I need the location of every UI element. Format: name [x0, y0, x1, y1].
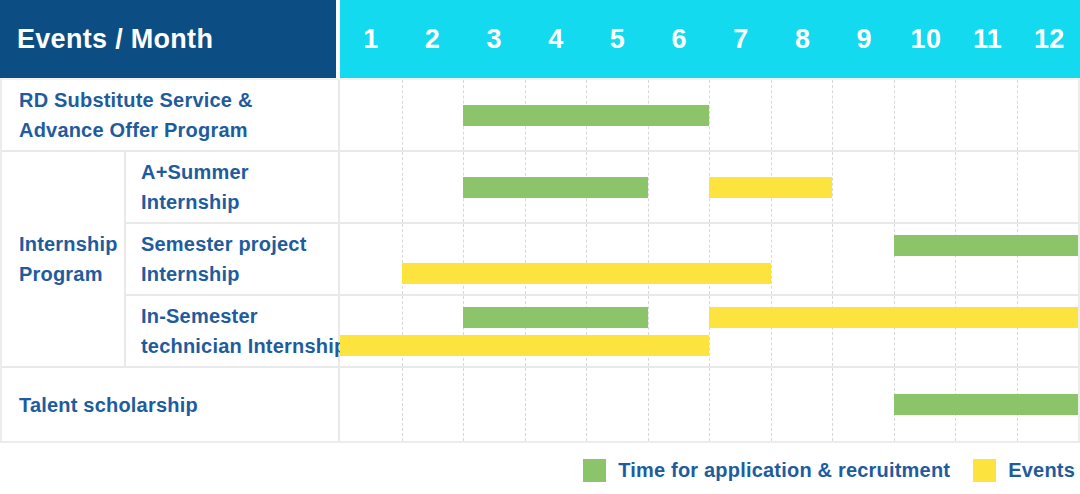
gantt-bar-event	[709, 307, 1078, 328]
month-grid-cell	[340, 224, 1078, 294]
month-grid-line	[709, 80, 710, 150]
label-line: A+Summer	[141, 157, 338, 187]
month-grid-line	[525, 368, 526, 441]
label-line: In-Semester	[141, 301, 338, 331]
month-grid-line	[955, 80, 956, 150]
month-grid-line	[955, 152, 956, 222]
legend: Time for application & recruitment Events	[0, 459, 1080, 482]
month-grid-line	[709, 368, 710, 441]
legend-swatch-recruitment	[583, 459, 606, 482]
gantt-bar-recruitment	[463, 307, 648, 328]
month-grid-cell	[340, 152, 1078, 222]
month-header-7: 7	[710, 0, 772, 78]
month-grid-line	[402, 80, 403, 150]
gantt-bar-recruitment	[894, 235, 1079, 256]
month-header-8: 8	[772, 0, 834, 78]
label-line: Internship	[19, 229, 124, 259]
label-line: Internship	[141, 259, 338, 289]
gantt-row: RD Substitute Service &Advance Offer Pro…	[2, 80, 1078, 150]
subrow-label: Semester projectInternship	[126, 224, 340, 294]
month-grid-line	[402, 152, 403, 222]
row-label: Talent scholarship	[2, 368, 340, 441]
month-header-strip: 123456789101112	[340, 0, 1080, 78]
month-grid-line	[586, 368, 587, 441]
month-grid-line	[402, 368, 403, 441]
month-grid-line	[1017, 152, 1018, 222]
month-header-9: 9	[833, 0, 895, 78]
month-grid-line	[832, 224, 833, 294]
month-header-11: 11	[957, 0, 1019, 78]
group-subrows: A+SummerInternshipSemester projectIntern…	[126, 152, 1078, 366]
month-grid-line	[894, 152, 895, 222]
month-grid-line	[1017, 80, 1018, 150]
month-header-12: 12	[1018, 0, 1080, 78]
gantt-bar-recruitment	[463, 177, 648, 198]
gantt-bar-event	[402, 263, 771, 284]
gantt-bar-event	[340, 335, 709, 356]
gantt-row: Talent scholarship	[2, 366, 1078, 441]
gantt-subrow: Semester projectInternship	[126, 222, 1078, 294]
label-line: RD Substitute Service &	[19, 85, 338, 115]
gantt-bar-event	[709, 177, 832, 198]
label-line: technician Internship	[141, 331, 338, 361]
row-label: RD Substitute Service &Advance Offer Pro…	[2, 80, 340, 150]
month-grid-line	[648, 368, 649, 441]
label-line: Internship	[141, 187, 338, 217]
legend-label: Time for application & recruitment	[618, 459, 950, 482]
label-line: Talent scholarship	[19, 390, 338, 420]
gantt-bar-recruitment	[463, 105, 709, 126]
month-grid-cell	[340, 368, 1078, 441]
subrow-label: A+SummerInternship	[126, 152, 340, 222]
month-grid-line	[648, 152, 649, 222]
label-line: Advance Offer Program	[19, 115, 338, 145]
month-grid-cell	[340, 80, 1078, 150]
gantt-row-group: InternshipProgramA+SummerInternshipSemes…	[2, 150, 1078, 366]
month-grid-line	[894, 80, 895, 150]
month-grid-line	[771, 80, 772, 150]
month-header-5: 5	[587, 0, 649, 78]
month-header-1: 1	[340, 0, 402, 78]
legend-label: Events	[1008, 459, 1075, 482]
month-grid-line	[771, 368, 772, 441]
month-header-2: 2	[402, 0, 464, 78]
month-header-3: 3	[463, 0, 525, 78]
gantt-bar-recruitment	[894, 394, 1079, 415]
gantt-table-body: RD Substitute Service &Advance Offer Pro…	[0, 78, 1080, 443]
label-line: Program	[19, 259, 124, 289]
group-label: InternshipProgram	[2, 152, 126, 366]
month-grid-line	[771, 224, 772, 294]
legend-swatch-event	[973, 459, 996, 482]
legend-item-recruitment: Time for application & recruitment	[583, 459, 950, 482]
events-month-gantt-page: Events / Month 123456789101112 RD Substi…	[0, 0, 1080, 494]
gantt-subrow: In-Semestertechnician Internship	[126, 294, 1078, 366]
month-grid-cell	[340, 296, 1078, 366]
events-month-header-cell: Events / Month	[0, 0, 336, 78]
gantt-subrow: A+SummerInternship	[126, 152, 1078, 222]
month-header-4: 4	[525, 0, 587, 78]
month-grid-line	[832, 368, 833, 441]
legend-item-event: Events	[973, 459, 1075, 482]
month-grid-line	[463, 368, 464, 441]
label-line: Semester project	[141, 229, 338, 259]
month-grid-line	[832, 80, 833, 150]
month-header-10: 10	[895, 0, 957, 78]
month-header-6: 6	[648, 0, 710, 78]
month-grid-line	[832, 152, 833, 222]
table-header-row: Events / Month 123456789101112	[0, 0, 1080, 78]
subrow-label: In-Semestertechnician Internship	[126, 296, 340, 366]
